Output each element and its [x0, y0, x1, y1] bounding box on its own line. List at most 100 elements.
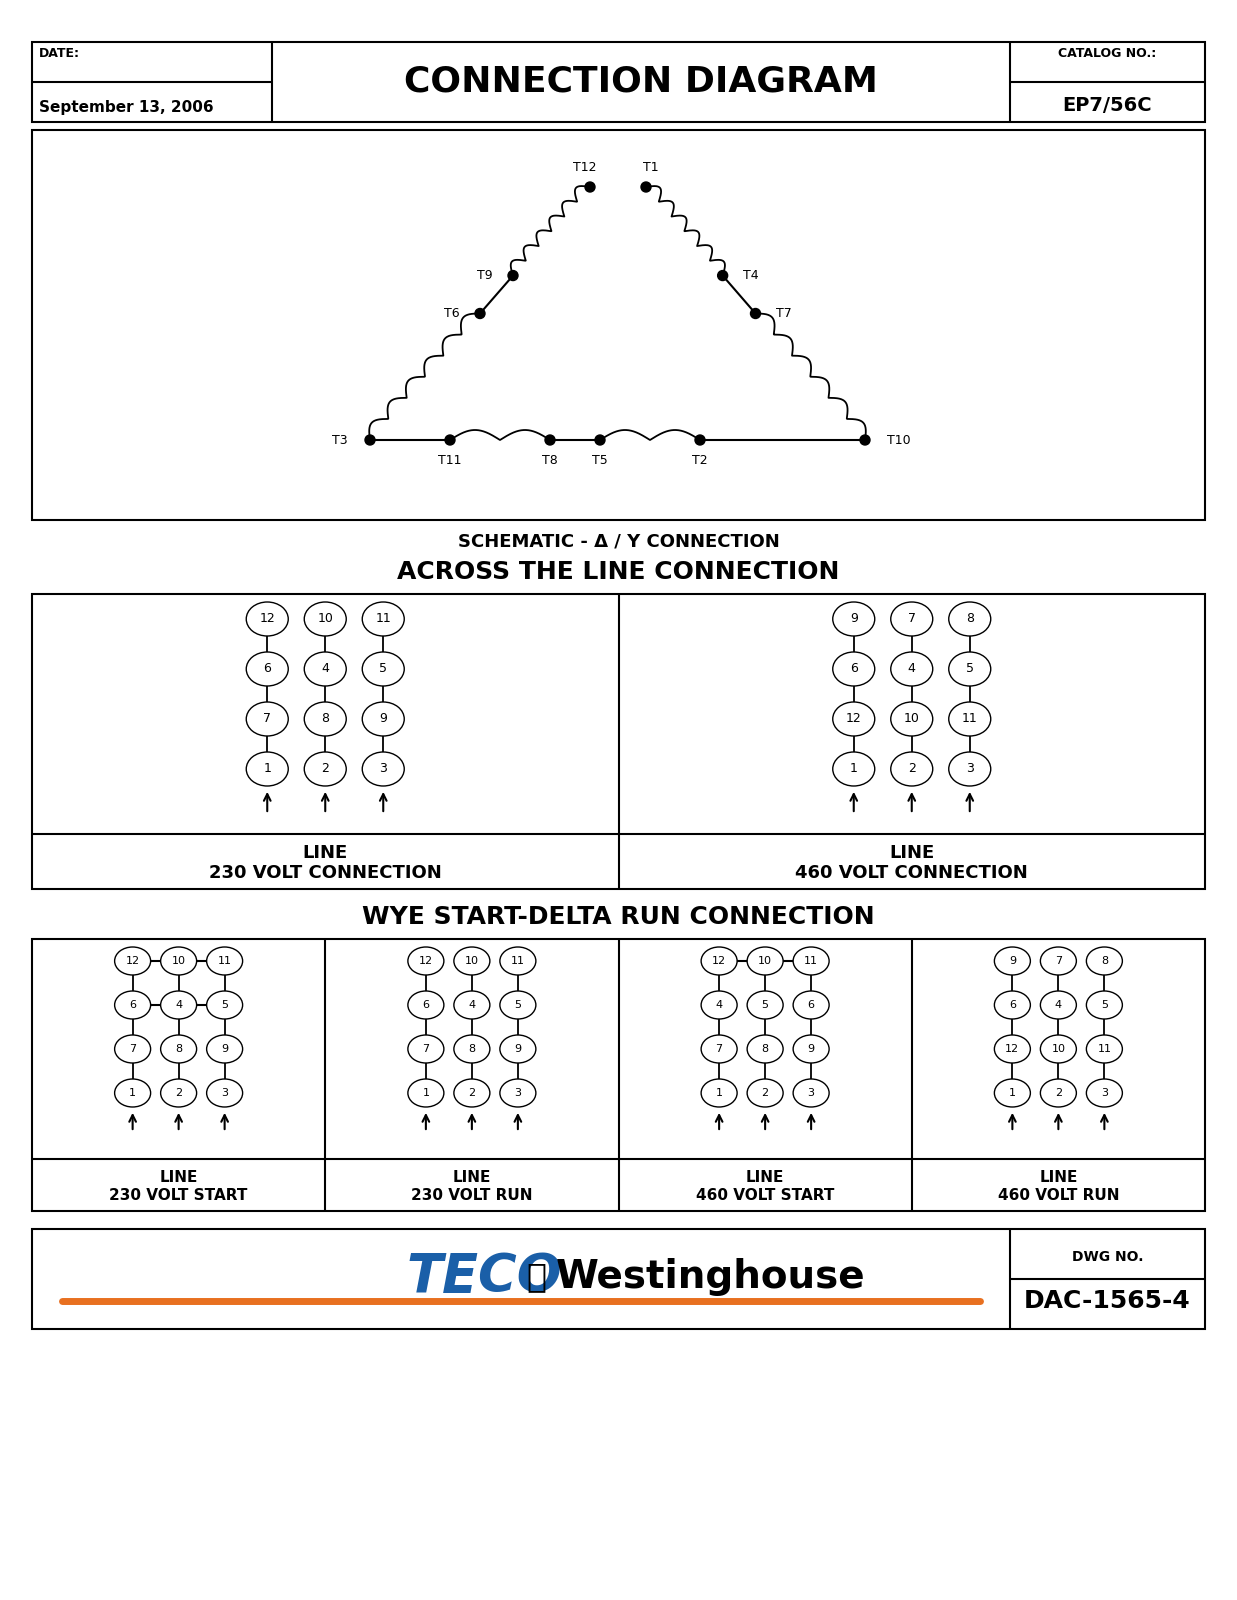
Ellipse shape [161, 1035, 197, 1062]
Text: 1: 1 [1009, 1088, 1016, 1098]
Circle shape [595, 435, 605, 445]
Text: September 13, 2006: September 13, 2006 [40, 99, 214, 115]
Text: 12: 12 [846, 712, 862, 725]
Text: 3: 3 [1101, 1088, 1108, 1098]
Ellipse shape [949, 702, 991, 736]
Text: 8: 8 [469, 1043, 475, 1054]
Bar [32, 42, 1205, 122]
Text: 10: 10 [318, 613, 333, 626]
Text: WYE START-DELTA RUN CONNECTION: WYE START-DELTA RUN CONNECTION [362, 906, 875, 930]
Text: 230 VOLT START: 230 VOLT START [109, 1187, 247, 1203]
Ellipse shape [408, 1078, 444, 1107]
Ellipse shape [793, 1035, 829, 1062]
Bar [32, 939, 1205, 1211]
Text: 460 VOLT CONNECTION: 460 VOLT CONNECTION [795, 864, 1028, 883]
Text: T1: T1 [643, 162, 659, 174]
Text: DATE:: DATE: [40, 46, 80, 59]
Text: 2: 2 [1055, 1088, 1061, 1098]
Text: 460 VOLT RUN: 460 VOLT RUN [997, 1187, 1119, 1203]
Text: 12: 12 [1006, 1043, 1019, 1054]
Text: 7: 7 [422, 1043, 429, 1054]
Text: 1: 1 [263, 763, 271, 776]
Text: 5: 5 [221, 1000, 228, 1010]
Text: 1: 1 [716, 1088, 722, 1098]
Ellipse shape [891, 653, 933, 686]
Text: 8: 8 [762, 1043, 768, 1054]
Text: 8: 8 [322, 712, 329, 725]
Text: EP7/56C: EP7/56C [1063, 96, 1153, 115]
Text: 2: 2 [469, 1088, 475, 1098]
Ellipse shape [246, 653, 288, 686]
Text: T8: T8 [542, 454, 558, 467]
Bar [32, 130, 1205, 520]
Text: 8: 8 [176, 1043, 182, 1054]
Ellipse shape [207, 1035, 242, 1062]
Text: 5: 5 [515, 1000, 521, 1010]
Text: 5: 5 [762, 1000, 768, 1010]
Text: 8: 8 [1101, 955, 1108, 966]
Text: 5: 5 [1101, 1000, 1108, 1010]
Text: 11: 11 [511, 955, 524, 966]
Ellipse shape [949, 752, 991, 786]
Ellipse shape [115, 1078, 151, 1107]
Ellipse shape [304, 752, 346, 786]
Text: T11: T11 [438, 454, 461, 467]
Text: T10: T10 [887, 434, 910, 446]
Circle shape [585, 182, 595, 192]
Ellipse shape [701, 1035, 737, 1062]
Ellipse shape [304, 653, 346, 686]
Ellipse shape [207, 1078, 242, 1107]
Text: 2: 2 [762, 1088, 768, 1098]
Text: 3: 3 [221, 1088, 228, 1098]
Text: 6: 6 [850, 662, 857, 675]
Ellipse shape [1040, 947, 1076, 974]
Text: 4: 4 [715, 1000, 722, 1010]
Text: 6: 6 [129, 1000, 136, 1010]
Text: 4: 4 [908, 662, 915, 675]
Ellipse shape [161, 990, 197, 1019]
Text: 9: 9 [515, 1043, 522, 1054]
Text: T12: T12 [573, 162, 596, 174]
Ellipse shape [1040, 1078, 1076, 1107]
Ellipse shape [995, 1078, 1030, 1107]
Circle shape [365, 435, 375, 445]
Text: T9: T9 [477, 269, 494, 282]
Text: 1: 1 [129, 1088, 136, 1098]
Text: 10: 10 [1051, 1043, 1065, 1054]
Text: 6: 6 [422, 1000, 429, 1010]
Text: DAC-1565-4: DAC-1565-4 [1024, 1290, 1191, 1314]
Ellipse shape [793, 990, 829, 1019]
Ellipse shape [304, 702, 346, 736]
Text: 2: 2 [322, 763, 329, 776]
Circle shape [445, 435, 455, 445]
Ellipse shape [362, 752, 404, 786]
Text: LINE: LINE [160, 1170, 198, 1184]
Text: 11: 11 [1097, 1043, 1111, 1054]
Ellipse shape [995, 1035, 1030, 1062]
Text: 12: 12 [713, 955, 726, 966]
Ellipse shape [161, 947, 197, 974]
Ellipse shape [408, 1035, 444, 1062]
Text: 7: 7 [715, 1043, 722, 1054]
Text: 4: 4 [176, 1000, 182, 1010]
Ellipse shape [500, 1078, 536, 1107]
Text: Westinghouse: Westinghouse [555, 1258, 866, 1296]
Ellipse shape [793, 947, 829, 974]
Circle shape [546, 435, 555, 445]
Text: 10: 10 [465, 955, 479, 966]
Text: 12: 12 [419, 955, 433, 966]
Ellipse shape [500, 1035, 536, 1062]
Text: 6: 6 [808, 1000, 815, 1010]
Text: 11: 11 [218, 955, 231, 966]
Circle shape [508, 270, 518, 280]
Ellipse shape [891, 702, 933, 736]
Text: 6: 6 [1009, 1000, 1016, 1010]
Ellipse shape [1086, 947, 1122, 974]
Text: T2: T2 [693, 454, 708, 467]
Text: 4: 4 [469, 1000, 475, 1010]
Ellipse shape [1086, 1078, 1122, 1107]
Ellipse shape [161, 1078, 197, 1107]
Circle shape [641, 182, 651, 192]
Text: 2: 2 [176, 1088, 182, 1098]
Ellipse shape [833, 602, 875, 635]
